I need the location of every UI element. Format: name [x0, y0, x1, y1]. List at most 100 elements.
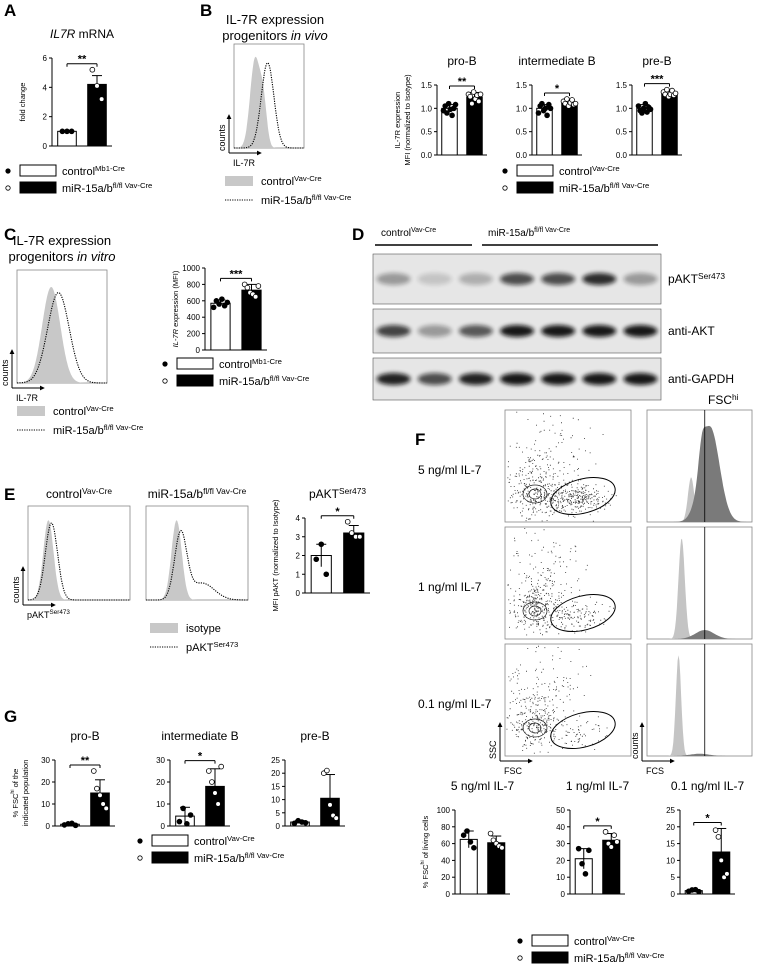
histogram-dotted	[146, 529, 248, 601]
legend-label: controlVav-Cre	[261, 174, 322, 188]
histogram-frame	[145, 505, 249, 601]
significance: *	[555, 83, 560, 95]
y-tick-label: 10	[666, 856, 675, 865]
axis-label: counts	[0, 359, 10, 386]
data-point	[547, 105, 554, 112]
y-tick-label: 15	[271, 782, 280, 791]
y-axis-label: MFI (normalized to Isotype)	[403, 74, 412, 166]
data-point	[579, 860, 585, 867]
y-tick-label: 2	[43, 113, 48, 122]
data-point	[327, 802, 333, 808]
y-tick-label: 20	[441, 873, 450, 882]
dot-plot-frame	[504, 643, 632, 757]
panel-letter: A	[4, 1, 16, 20]
chart-title: pre-B	[642, 54, 671, 68]
text-part: of living cells	[421, 816, 430, 861]
legend-marker	[162, 361, 168, 367]
blot-row-label: anti-GAPDH	[668, 372, 734, 386]
dot-plot-events	[506, 645, 608, 754]
bar	[87, 83, 107, 147]
text-part: FSC	[708, 393, 732, 407]
text-part: Vav-Cre	[592, 164, 620, 173]
bar	[210, 302, 231, 351]
data-point	[467, 93, 473, 100]
legend-label: pAKTSer473	[186, 640, 238, 654]
legend-swatch	[17, 406, 45, 416]
panel-header: controlVav-Cre	[46, 486, 112, 501]
text-part: Vav-Cre	[411, 227, 436, 234]
y-tick-label: 1000	[182, 264, 200, 273]
blot-band	[500, 325, 534, 337]
contour	[522, 718, 548, 738]
histogram-filled	[28, 520, 130, 600]
data-point	[176, 818, 183, 825]
blot-band	[623, 273, 658, 285]
contour	[522, 484, 548, 504]
data-point	[569, 97, 575, 103]
y-tick-label: 100	[437, 806, 451, 815]
legend-label: controlVav-Cre	[559, 164, 620, 178]
legend-label: miR-15a/bfl/fl Vav-Cre	[62, 181, 152, 195]
data-point	[184, 820, 190, 827]
legend-label: controlMb1-Cre	[62, 164, 125, 178]
y-axis-label: IL-7R expression (MFI)	[171, 270, 180, 347]
chart-title: pre-B	[300, 729, 329, 743]
significance: *	[335, 506, 340, 518]
histogram-frame	[646, 526, 753, 640]
panel-letter: B	[200, 1, 212, 20]
legend-swatch	[19, 181, 57, 194]
blot-band	[417, 325, 452, 337]
chart-title: pAKTSer473	[309, 486, 366, 501]
data-point	[602, 829, 609, 835]
text-part: fl/fl Vav-Cre	[270, 374, 310, 383]
text-part: miR-15a/b	[488, 228, 535, 239]
panel-title: IL-7R expression	[226, 12, 324, 27]
data-point	[614, 839, 620, 845]
chart-title: 1 ng/ml IL-7	[566, 779, 630, 793]
legend-label: controlVav-Cre	[574, 934, 635, 948]
y-tick-label: 600	[187, 297, 201, 306]
dot-plot-frame	[504, 526, 632, 640]
data-point	[100, 801, 106, 807]
panel-title: progenitors in vivo	[222, 28, 328, 43]
legend-label: miR-15a/bfl/fl Vav-Cre	[194, 851, 284, 865]
data-point	[68, 128, 75, 135]
y-tick-label: 30	[556, 840, 565, 849]
text-part: fl/fl Vav-Cre	[534, 227, 570, 234]
legend-swatch	[516, 164, 554, 177]
y-tick-label: 0.0	[616, 151, 628, 160]
data-point	[544, 112, 550, 119]
y-tick-label: 1.5	[421, 81, 433, 90]
data-point	[244, 284, 251, 291]
data-point	[575, 845, 582, 852]
axis-label: IL-7R	[16, 393, 39, 403]
blot-row-label: anti-AKT	[668, 324, 715, 338]
text-part: Mb1-Cre	[252, 357, 282, 366]
y-tick-label: 0	[296, 589, 301, 598]
data-point	[291, 820, 298, 827]
error-bar	[325, 774, 335, 823]
legend-label: controlMb1-Cre	[219, 357, 282, 371]
y-tick-label: 1.0	[616, 104, 628, 113]
text-part: hi	[732, 392, 739, 402]
data-point	[180, 805, 186, 812]
data-point	[348, 530, 355, 536]
legend-label: controlVav-Cre	[194, 834, 255, 848]
y-tick-label: 0	[196, 346, 201, 355]
y-tick-label: 30	[41, 756, 50, 765]
legend-label: isotype	[186, 623, 221, 635]
panel-letter: G	[4, 707, 17, 726]
y-tick-label: 20	[666, 823, 675, 832]
text-part: expression (MFI)	[171, 270, 180, 329]
data-point	[449, 112, 455, 119]
legend-label: miR-15a/bfl/fl Vav-Cre	[559, 181, 649, 195]
histogram-filled	[647, 630, 752, 639]
y-tick-label: 20	[156, 778, 165, 787]
text-part: pAKT	[309, 487, 340, 501]
legend-marker	[137, 838, 143, 844]
blot-band	[458, 273, 493, 285]
bar	[661, 92, 678, 156]
data-point	[445, 100, 452, 107]
text-part: Ser473	[339, 486, 366, 496]
data-point	[318, 541, 325, 548]
